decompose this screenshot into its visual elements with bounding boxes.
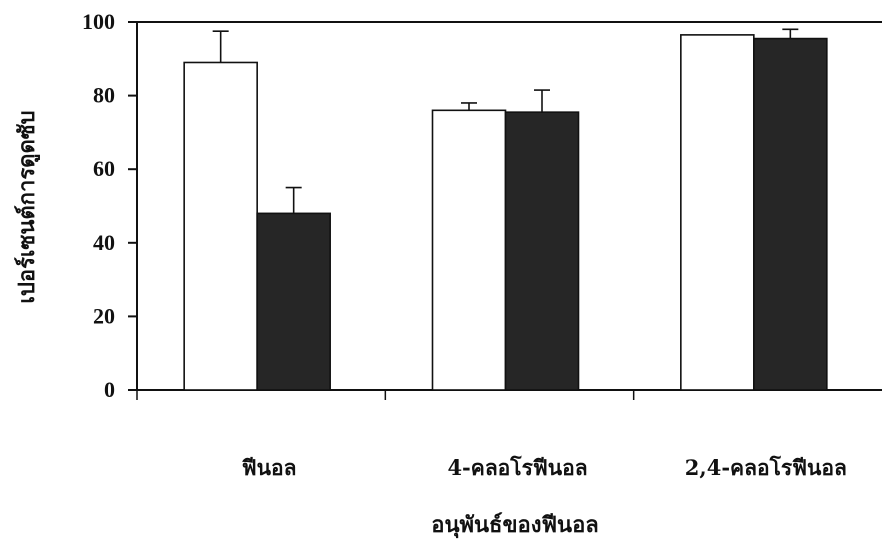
y-tick-label: 100 — [82, 9, 115, 34]
x-category-label: 2,4-คลอโรฟีนอล — [685, 455, 847, 480]
x-axis-title: อนุพันธ์ของฟีนอล — [431, 512, 599, 539]
bar — [680, 34, 755, 391]
y-tick-label: 60 — [93, 156, 115, 181]
y-tick-label: 40 — [93, 230, 115, 255]
y-tick-label: 80 — [93, 83, 115, 108]
x-axis-labels: ฟีนอล 4-คลอโรฟีนอล 2,4-คลอโรฟีนอล — [241, 455, 847, 480]
bar — [256, 212, 331, 391]
bar — [753, 37, 828, 391]
y-tick-label: 20 — [93, 303, 115, 328]
y-axis-title: เปอร์เซนต์การดูดซับ — [14, 110, 41, 303]
x-category-label: 4-คลอโรฟีนอล — [447, 455, 587, 480]
y-axis-ticks: 0 20 40 60 80 100 — [82, 9, 137, 402]
bar — [431, 109, 507, 391]
y-tick-label: 0 — [104, 377, 115, 402]
bar — [504, 111, 580, 391]
x-category-label: ฟีนอล — [241, 455, 296, 480]
bar — [183, 61, 258, 391]
plot-area — [136, 21, 882, 400]
